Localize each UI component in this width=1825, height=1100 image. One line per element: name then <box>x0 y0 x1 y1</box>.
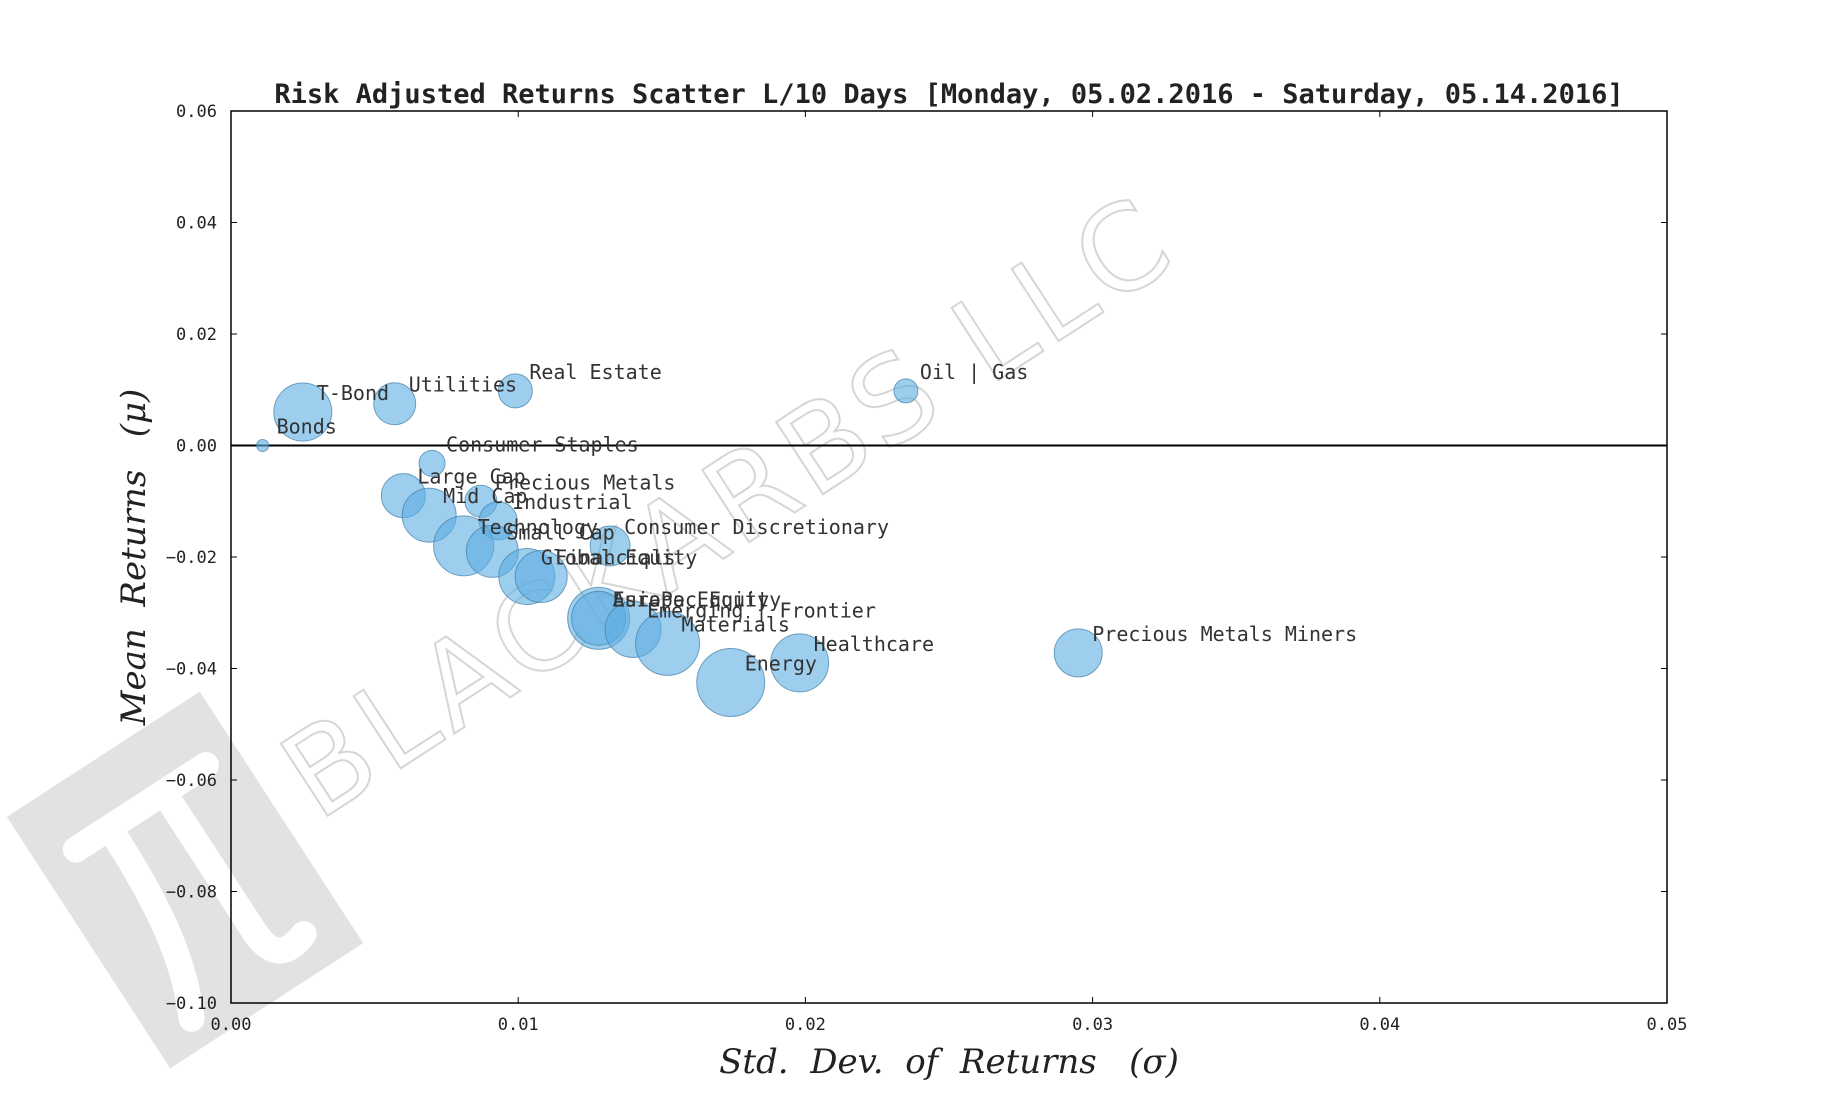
data-point <box>770 633 830 693</box>
y-tick-label: 0.00 <box>176 437 217 457</box>
y-tick-label: −0.06 <box>166 771 217 791</box>
data-point-label: Real Estate <box>529 360 661 384</box>
data-point-label: AsiaPac Equity <box>613 587 782 611</box>
x-tick-label: 0.05 <box>1647 1015 1688 1035</box>
x-tick-label: 0.03 <box>1072 1015 1113 1035</box>
y-tick-label: 0.04 <box>176 214 217 234</box>
x-tick-label: 0.00 <box>211 1015 252 1035</box>
pi-logo-icon <box>6 691 364 1069</box>
ticks: 0.00 0.01 0.02 0.03 0.04 0.05 −0.10 −0.08 −0.06 −… <box>166 102 1688 1035</box>
data-point <box>418 449 446 477</box>
y-tick-label: −0.10 <box>166 994 217 1014</box>
data-point-label: Healthcare <box>814 632 934 656</box>
chart-title: Risk Adjusted Returns Scatter L/10 Days … <box>274 79 1623 110</box>
data-point <box>256 439 270 452</box>
x-tick-label: 0.01 <box>498 1015 539 1035</box>
data-point-label: Technology <box>478 515 598 539</box>
data-point-label: Global Equity <box>541 546 698 570</box>
data-point-label: Precious Metals <box>495 470 676 494</box>
point-labels: Bonds T-Bond Utilities Real Estate Oil | Gas… <box>277 360 1358 676</box>
data-point-label: Industrial <box>512 490 632 514</box>
x-axis-label: Std. Dev. of Returns (σ) <box>719 1042 1179 1082</box>
y-tick-label: 0.02 <box>176 325 217 345</box>
data-point <box>589 525 631 567</box>
data-point <box>696 647 766 717</box>
data-point-label: Small Cap <box>506 520 614 544</box>
data-point-label: T-Bond <box>317 381 389 405</box>
data-point <box>635 610 701 676</box>
data-point-label: Bonds <box>277 415 337 439</box>
x-tick-label: 0.02 <box>785 1015 826 1035</box>
data-point-label: Materials <box>682 612 790 636</box>
data-point <box>373 382 417 426</box>
data-point-label: Large Cap <box>417 465 525 489</box>
x-tick-label: 0.04 <box>1359 1015 1400 1035</box>
y-tick-label: −0.08 <box>166 883 217 903</box>
data-point <box>893 378 919 404</box>
data-point-label: Financials <box>555 546 675 570</box>
y-tick-label: 0.06 <box>176 102 217 122</box>
data-point-label: Energy <box>745 651 817 675</box>
data-point <box>273 382 333 442</box>
bubbles <box>256 373 1103 717</box>
data-point-label: Precious Metals Miners <box>1092 622 1357 646</box>
data-point-label: Mid Cap <box>443 484 527 508</box>
data-point-label: Consumer Staples <box>446 432 639 456</box>
data-point-label: Consumer Discretionary <box>624 515 889 539</box>
y-tick-label: −0.02 <box>166 548 217 568</box>
data-point <box>497 373 533 409</box>
y-axis-label: Mean Returns (μ) <box>114 389 154 727</box>
data-point-label: Utilities <box>409 373 517 397</box>
data-point-label: Emerging | Frontier <box>647 598 876 622</box>
data-point-label: Oil | Gas <box>920 360 1028 384</box>
data-point-label: Europe Equity <box>613 587 770 611</box>
data-point <box>514 550 568 604</box>
y-tick-label: −0.04 <box>166 660 217 680</box>
data-point <box>1053 628 1103 678</box>
